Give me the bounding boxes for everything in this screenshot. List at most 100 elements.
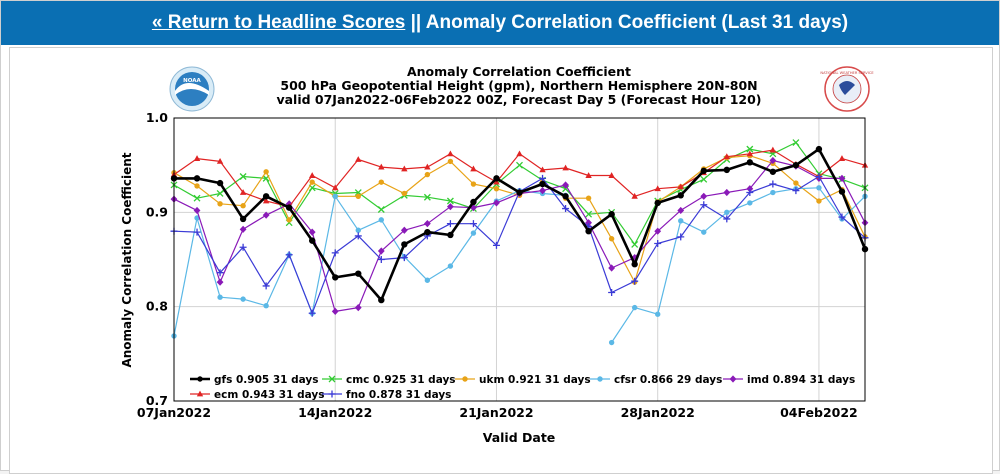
ecm-point [585,172,592,178]
cmc-point [239,173,247,180]
imd-point [562,181,569,189]
ukm-point [793,180,799,186]
gfs-point [401,241,408,248]
imd-point [654,227,662,235]
ukm-point [608,236,615,242]
imd-point [838,174,846,182]
cmc-point [585,210,593,218]
ecm-point [654,185,661,192]
ecm-point [608,172,615,178]
fno-point [354,232,362,240]
cmc-point [792,139,800,146]
imd-point [746,185,754,193]
cmc-point [216,190,224,197]
legend-label-cmc: cmc 0.925 31 days [346,374,456,386]
ukm-point [424,171,431,178]
nws-logo-icon: NATIONAL WEATHER SERVICE [820,66,874,112]
x-tick-labels: 07Jan2022 14Jan2022 21Jan2022 28Jan2022 04Fe… [137,405,858,420]
legend-ecm-point [196,390,204,397]
chart-subtitle-2: valid 07Jan2022-06Feb2022 00Z, Forecast … [276,92,761,107]
cfsr-point [701,229,707,235]
legend-ukm-point [462,376,468,382]
ecm-point [262,197,270,204]
gfs-point [447,231,454,239]
fno-point [746,189,754,197]
gfs-point [539,180,546,188]
ecm-point [332,184,339,191]
cfsr-point [332,193,338,199]
ecm-point [493,178,500,185]
cfsr-point [240,296,246,302]
gfs-point [631,261,638,268]
cfsr-point [747,200,753,206]
ecm-point [401,165,408,172]
plot-frame [173,117,866,402]
fno-point [539,174,547,182]
fno-point [216,269,224,277]
cfsr-point [355,227,361,233]
gfs-point [677,192,684,199]
gfs-point [239,215,247,223]
chart-title: Anomaly Correlation Coefficient [407,64,631,79]
ecm-point [746,150,754,157]
cfsr-point [816,185,822,191]
gfs-point [769,168,777,175]
cmc-point [746,145,754,153]
banner-title: Anomaly Correlation Coefficient (Last 31… [425,12,849,33]
plot-area [174,118,865,401]
gfs-point [608,211,615,218]
legend-item-ecm: ecm 0.943 31 days [190,389,324,401]
imd-point [308,228,316,236]
gfs-point [493,175,500,182]
cfsr-point [678,218,684,224]
series-line-cfsr [611,187,866,343]
y-tick-labels: 0.7 0.8 0.9 1.0 [146,110,168,408]
legend-item-fno: fno 0.878 31 days [322,389,451,401]
x-tick-label: 28Jan2022 [621,405,695,420]
gfs-point [424,228,431,236]
imd-point [331,307,339,315]
fno-point [308,309,316,317]
ecm-point [838,155,846,161]
legend-label-ukm: ukm 0.921 31 days [479,374,591,386]
gfs-point [332,274,339,281]
fno-point [492,241,500,249]
banner-text: « Return to Headline Scores || Anomaly C… [152,12,848,34]
return-to-headline-scores-link[interactable]: « Return to Headline Scores [151,12,406,33]
ecm-point [769,146,777,153]
cmc-point [562,185,570,193]
cfsr-point [770,189,776,196]
gfs-point [838,188,846,195]
ukm-point [447,158,454,165]
imd-point [193,206,201,215]
ukm-point [286,217,292,223]
legend-item-ukm: ukm 0.921 31 days [455,374,591,386]
fno-point [262,282,270,290]
cmc-point [516,161,523,169]
gfs-point [815,145,823,153]
x-tick-label: 04Feb2022 [780,405,858,420]
fno-point [239,243,247,251]
ecm-point [193,155,201,161]
gfs-point [378,296,385,304]
cmc-point [377,206,385,213]
cmc-point [631,240,639,248]
ukm-point [470,181,477,187]
fno-point [631,277,639,285]
ukm-point [355,193,361,199]
gfs-point [654,199,661,207]
fno-point [377,256,385,263]
legend-fno-point [328,390,336,398]
cfsr-point [631,304,638,311]
gfs-point [792,161,800,169]
gfs-point [723,166,730,174]
imd-point [447,203,454,211]
ecm-point [447,150,454,157]
fno-point [331,249,339,257]
fno-point [446,220,454,228]
ukm-point [194,183,200,189]
imd-point [723,188,731,197]
ukm-point [493,186,500,192]
legend-item-gfs: gfs 0.905 31 days [190,374,319,386]
